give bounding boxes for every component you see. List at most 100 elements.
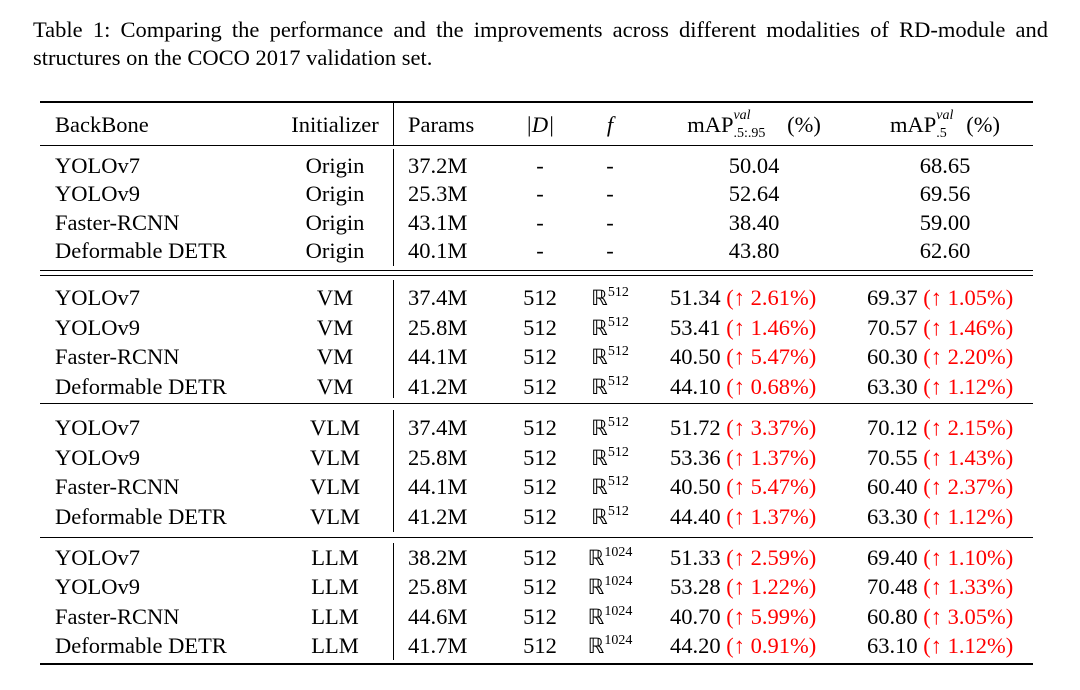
cell-f-exponent: 512 (607, 344, 629, 359)
header-map1-sup: val (733, 108, 751, 123)
cell-f-base: ℝ (587, 604, 605, 629)
cell-f-exponent: 1024 (604, 603, 633, 619)
column-divider-group-1 (393, 149, 394, 266)
cell-map1-improvement: (↑ 3.37%) (726, 415, 817, 440)
header-map2-unit: (%) (966, 112, 1000, 137)
cell-map-5: 68.65 (919, 153, 971, 178)
cell-d: - (536, 153, 544, 178)
table-row: Deformable DETR VM 41.2M 512 ℝ512 44.10 (↑ 0.… (40, 373, 1033, 401)
cell-map1-value: 53.36 (670, 444, 721, 470)
cell-backbone: YOLOv7 (55, 285, 140, 310)
cell-map2-value: 63.30 (867, 503, 918, 529)
cell-f: ℝ512 (570, 473, 650, 501)
table-row: Faster-RCNN LLM 44.6M 512 ℝ1024 40.70 (↑ 5.99… (40, 603, 1033, 631)
cell-backbone: YOLOv9 (55, 444, 140, 470)
cell-initializer: VM (316, 344, 354, 369)
cell-params: 37.4M (408, 285, 468, 310)
cell-f: ℝ1024 (570, 603, 650, 631)
table-row: YOLOv7 VLM 37.4M 512 ℝ512 51.72 (↑ 3.37%) 70.1… (40, 414, 1033, 442)
cell-f: ℝ512 (570, 343, 650, 371)
header-map1-base: mAP (687, 112, 734, 137)
cell-backbone: Deformable DETR (55, 632, 227, 658)
cell-map-5-95: 50.04 (728, 153, 780, 178)
bottom-rule (40, 663, 1033, 665)
cell-map1-improvement: (↑ 2.59%) (726, 545, 817, 570)
header-rule (40, 145, 1033, 146)
cell-params: 44.1M (408, 344, 468, 369)
cell-f-base: ℝ (591, 374, 608, 399)
cell-f-base: ℝ (591, 504, 608, 529)
cell-map1-value: 44.10 (670, 373, 721, 399)
cell-map-5: 70.55 (↑ 1.43%) (867, 444, 1067, 472)
cell-d: 512 (523, 574, 557, 600)
cell-f-exponent: 512 (607, 415, 629, 430)
cell-f-exponent: 512 (607, 373, 629, 389)
table-row: YOLOv7 VM 37.4M 512 ℝ512 51.34 (↑ 2.61%) 69.37… (40, 284, 1033, 312)
cell-map2-improvement: (↑ 2.20%) (923, 344, 1014, 369)
cell-backbone: Deformable DETR (55, 373, 227, 399)
cell-map2-improvement: (↑ 1.12%) (923, 503, 1014, 529)
cell-initializer: LLM (311, 603, 359, 629)
table-row: YOLOv9 Origin 25.3M - - 52.64 69.56 (40, 180, 1033, 208)
cell-map2-improvement: (↑ 1.12%) (923, 373, 1014, 399)
cell-d: 512 (523, 503, 557, 529)
header-f: f (606, 112, 614, 137)
cell-f-base: ℝ (591, 416, 608, 440)
cell-map2-value: 70.55 (867, 444, 918, 470)
cell-f-exponent: 1024 (604, 632, 633, 648)
cell-f-base: ℝ (587, 575, 605, 600)
cell-map-5-95: 43.80 (728, 237, 780, 263)
header-map-5: mAP val .5 (%) (850, 108, 1040, 141)
cell-map1-improvement: (↑ 5.99%) (726, 603, 817, 629)
cell-backbone: YOLOv7 (55, 153, 140, 178)
double-rule-upper (40, 270, 1033, 271)
table-row: YOLOv9 VM 25.8M 512 ℝ512 53.41 (↑ 1.46%) 70.57… (40, 314, 1033, 342)
cell-map-5: 69.37 (↑ 1.05%) (867, 284, 1067, 312)
cell-f: - (606, 237, 614, 263)
cell-f-base: ℝ (591, 345, 608, 369)
cell-backbone: Deformable DETR (55, 237, 227, 263)
header-map2-base: mAP (890, 112, 937, 137)
cell-d: 512 (523, 373, 557, 399)
cell-backbone: YOLOv7 (55, 415, 140, 440)
cell-d: 512 (523, 474, 557, 499)
cell-params: 43.1M (408, 209, 468, 235)
cell-params: 25.8M (408, 574, 468, 600)
cell-backbone: YOLOv9 (55, 574, 140, 600)
cell-params: 41.2M (408, 503, 468, 529)
cell-f-exponent: 1024 (604, 545, 633, 560)
cell-map-5-95: 53.41 (↑ 1.46%) (670, 314, 880, 342)
cell-f-base: ℝ (591, 286, 608, 310)
cell-f: ℝ1024 (570, 632, 650, 660)
cell-initializer: Origin (305, 153, 365, 178)
cell-f-base: ℝ (591, 475, 608, 499)
cell-d: 512 (523, 285, 557, 310)
cell-map1-improvement: (↑ 2.61%) (726, 285, 817, 310)
cell-f-base: ℝ (591, 445, 608, 470)
table-row: Faster-RCNN VM 44.1M 512 ℝ512 40.50 (↑ 5.47%)… (40, 343, 1033, 371)
cell-map1-improvement: (↑ 1.37%) (726, 444, 817, 470)
cell-f: ℝ512 (570, 414, 650, 442)
cell-initializer: VLM (310, 415, 360, 440)
cell-map1-improvement: (↑ 0.91%) (726, 632, 817, 658)
cell-map2-value: 63.10 (867, 632, 918, 658)
table-row: YOLOv7 LLM 38.2M 512 ℝ1024 51.33 (↑ 2.59%) 69.… (40, 544, 1033, 572)
cell-d: 512 (523, 603, 557, 629)
group-rule-vlm (40, 403, 1033, 404)
cell-initializer: Origin (305, 181, 365, 207)
cell-map-5-95: 51.72 (↑ 3.37%) (670, 414, 880, 442)
cell-map-5-95: 40.70 (↑ 5.99%) (670, 603, 880, 631)
header-column-divider (393, 103, 394, 145)
cell-f: ℝ1024 (570, 573, 650, 601)
table-row: Faster-RCNN VLM 44.1M 512 ℝ512 40.50 (↑ 5.47%… (40, 473, 1033, 501)
cell-map2-improvement: (↑ 2.15%) (923, 415, 1014, 440)
cell-map2-value: 60.30 (867, 344, 918, 369)
table-row: Deformable DETR LLM 41.7M 512 ℝ1024 44.20 (↑ … (40, 632, 1033, 660)
header-params: Params (408, 112, 475, 137)
cell-initializer: LLM (311, 632, 359, 658)
header-map2-sub: .5 (936, 126, 947, 141)
cell-map2-value: 63.30 (867, 373, 918, 399)
cell-map-5: 70.12 (↑ 2.15%) (867, 414, 1067, 442)
cell-f-base: ℝ (587, 633, 605, 658)
table-row: Deformable DETR VLM 41.2M 512 ℝ512 44.40 (↑ 1… (40, 503, 1033, 531)
